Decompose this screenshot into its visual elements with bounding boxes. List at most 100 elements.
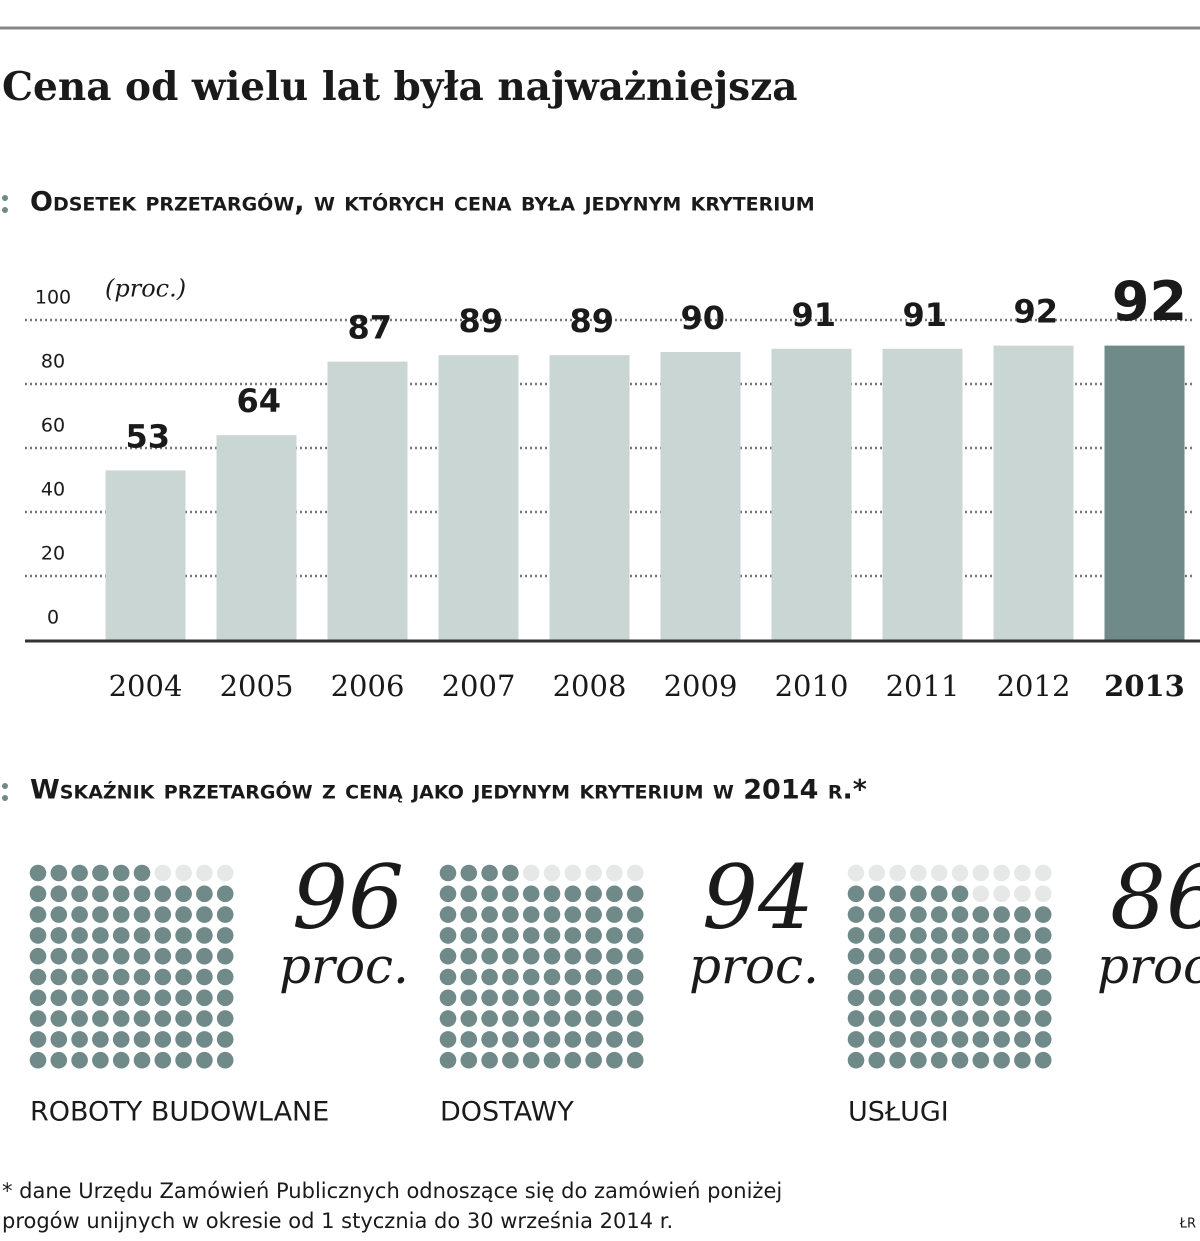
waffle-title: Wskaźnik przetargów z ceną jako jedynym … (30, 775, 867, 806)
waffle-dot (71, 864, 88, 882)
waffle-dot (910, 1031, 927, 1048)
waffle-empty-dot (606, 864, 623, 882)
waffle-dot (481, 947, 498, 965)
waffle-dot (133, 1010, 151, 1027)
waffle-dot (502, 989, 519, 1007)
waffle-empty-dot (564, 864, 582, 882)
waffle-dot (112, 989, 130, 1007)
bar (105, 470, 186, 640)
waffle-dot (481, 1010, 498, 1027)
waffle-dot (1034, 927, 1052, 944)
waffle-dot (133, 1051, 151, 1069)
waffle-dot (460, 1031, 478, 1048)
waffle-dot (92, 1031, 109, 1048)
bar (549, 355, 630, 640)
waffle-dot (481, 906, 498, 923)
waffle-empty-dot (972, 885, 990, 903)
bar (993, 345, 1074, 640)
waffle-empty-dot (889, 864, 906, 882)
waffle-dot (154, 1010, 172, 1027)
waffle-empty-dot (951, 864, 969, 882)
waffle-dot (889, 968, 906, 986)
waffle-dot (92, 1010, 109, 1027)
waffle-dot (216, 989, 234, 1007)
waffle-dot (133, 947, 151, 965)
bar (216, 435, 297, 640)
value-label: 92 (1112, 270, 1187, 333)
waffle-dot (439, 1010, 457, 1027)
value-label: 91 (792, 296, 837, 334)
waffle-dot (522, 906, 540, 923)
waffle-dot (993, 906, 1010, 923)
waffle-dot (543, 1031, 561, 1048)
waffle-dot (112, 927, 130, 944)
waffle-value: 96 (292, 846, 404, 949)
waffle-dot (564, 1051, 582, 1069)
waffle-dot (92, 927, 109, 944)
x-tick-label: 2013 (1104, 669, 1185, 703)
waffle-empty-dot (993, 864, 1010, 882)
waffle-dot (502, 864, 519, 882)
waffle-dot (71, 927, 88, 944)
waffle-dot (460, 906, 478, 923)
waffle-dot (951, 1031, 969, 1048)
waffle-dot (481, 1051, 498, 1069)
waffle-dot (175, 968, 192, 986)
waffle-dot (196, 989, 213, 1007)
waffle-dot (112, 968, 130, 986)
waffle-dot (460, 1051, 478, 1069)
y-tick-label: 20 (41, 543, 65, 565)
waffle-dot (29, 1051, 47, 1069)
waffle-dot (564, 947, 582, 965)
waffle-empty-dot (993, 885, 1010, 903)
value-label: 89 (459, 302, 504, 340)
waffle-category: DOSTAWY (440, 1097, 574, 1128)
value-label: 92 (1014, 293, 1059, 331)
waffle-dot (112, 864, 130, 882)
waffle-dot (606, 1010, 623, 1027)
footnote: * dane Urzędu Zamówień Publicznych odnos… (2, 1179, 782, 1203)
value-label: 89 (570, 302, 615, 340)
waffle-dot (868, 927, 886, 944)
waffle-dot (626, 1031, 644, 1048)
waffle-dot (564, 906, 582, 923)
x-tick-label: 2009 (664, 669, 738, 703)
waffle-dot (196, 1031, 213, 1048)
waffle-dot (951, 1010, 969, 1027)
waffle-dot (1014, 968, 1031, 986)
waffle-dot (133, 906, 151, 923)
waffle-dot (216, 885, 234, 903)
waffle-dot (993, 1031, 1010, 1048)
waffle-dot (175, 1051, 192, 1069)
waffle-dot (993, 968, 1010, 986)
waffle-dot (439, 1051, 457, 1069)
waffle-dot (543, 1051, 561, 1069)
waffle-dot (50, 885, 68, 903)
waffle-dot (868, 989, 886, 1007)
bar (882, 348, 963, 640)
waffle-empty-dot (216, 864, 234, 882)
waffle-dot (216, 1051, 234, 1069)
waffle-dot (460, 864, 478, 882)
value-label: 90 (681, 299, 726, 337)
waffle-dot (481, 885, 498, 903)
waffle-dot (847, 1010, 865, 1027)
waffle-dot (29, 906, 47, 923)
y-tick-label: 0 (47, 607, 59, 629)
x-tick-label: 2007 (442, 669, 516, 703)
bar (327, 361, 408, 640)
waffle-dot (502, 1051, 519, 1069)
waffle-dot (847, 1051, 865, 1069)
waffle-empty-dot (930, 864, 948, 882)
bullet (2, 783, 8, 789)
waffle-dot (460, 927, 478, 944)
bar (660, 352, 741, 640)
waffle-dot (1014, 1031, 1031, 1048)
unit-label: (proc.) (105, 275, 186, 303)
waffle-dot (154, 947, 172, 965)
waffle-dot (564, 968, 582, 986)
waffle-dot (972, 947, 990, 965)
waffle-dot (951, 906, 969, 923)
waffle-dot (972, 1010, 990, 1027)
waffle-dot (481, 927, 498, 944)
